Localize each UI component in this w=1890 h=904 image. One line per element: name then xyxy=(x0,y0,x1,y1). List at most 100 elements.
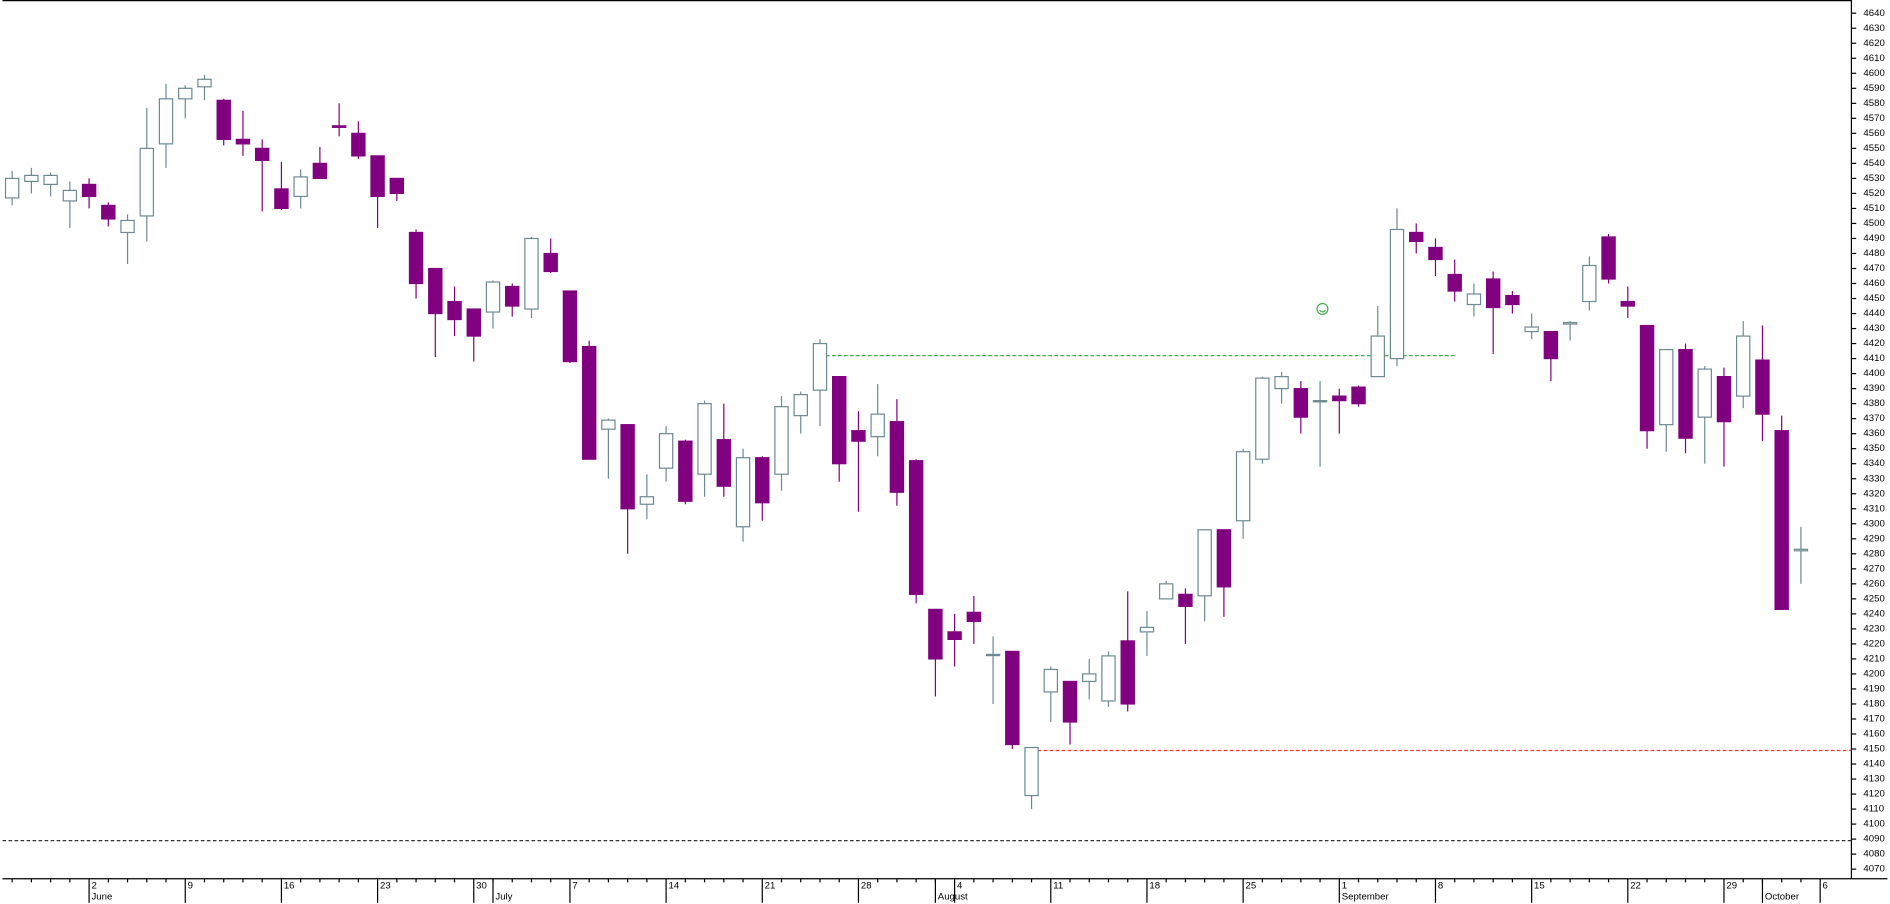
candle-body xyxy=(197,78,212,88)
candle-body xyxy=(1158,583,1174,600)
candle-body xyxy=(1716,376,1732,423)
candle-body xyxy=(1620,300,1636,307)
y-tick-label: 4570 xyxy=(1863,113,1884,124)
y-tick-label: 4450 xyxy=(1863,293,1884,304)
x-month-label: July xyxy=(495,891,512,902)
x-month-label: October xyxy=(1765,891,1800,902)
candle-body xyxy=(1197,529,1212,597)
x-month-label: June xyxy=(91,891,112,902)
y-tick-label: 4400 xyxy=(1863,368,1884,379)
candle-body xyxy=(1005,650,1020,746)
candle-body xyxy=(1793,548,1809,552)
x-tick-label: 6 xyxy=(1823,880,1828,891)
y-tick-label: 4390 xyxy=(1863,383,1884,394)
x-tick-label: 4 xyxy=(957,880,963,891)
y-tick-label: 4540 xyxy=(1863,158,1884,169)
y-tick-label: 4270 xyxy=(1863,563,1884,574)
candle-body xyxy=(1524,326,1539,333)
y-tick-label: 4160 xyxy=(1863,729,1884,740)
y-tick-label: 4220 xyxy=(1863,638,1884,649)
candle-body xyxy=(1082,673,1097,683)
y-tick-label: 4640 xyxy=(1863,8,1884,19)
candle-body xyxy=(1505,294,1520,306)
candle-body xyxy=(1312,400,1328,403)
candle-body xyxy=(1562,321,1578,325)
candle-body xyxy=(331,125,347,128)
smiley-mouth xyxy=(1319,309,1326,313)
y-tick-label: 4120 xyxy=(1863,789,1884,800)
x-tick-label: 21 xyxy=(765,880,776,891)
candle-body xyxy=(658,433,674,469)
candle-body xyxy=(408,231,424,285)
y-tick-label: 4420 xyxy=(1863,338,1884,349)
candle-body xyxy=(120,219,135,234)
x-tick-label: 16 xyxy=(284,880,295,891)
candle-body xyxy=(1543,330,1559,360)
y-tick-label: 4370 xyxy=(1863,413,1884,424)
candle-body xyxy=(1255,377,1270,460)
x-tick-label: 25 xyxy=(1246,880,1257,891)
candle-body xyxy=(755,457,770,504)
y-tick-label: 4620 xyxy=(1863,38,1884,49)
candle-body xyxy=(1409,231,1424,243)
candle-body xyxy=(1678,348,1693,439)
candle-body xyxy=(774,406,789,475)
candle-body xyxy=(1485,278,1501,309)
y-tick-label: 4150 xyxy=(1863,744,1884,755)
candle-body xyxy=(1351,386,1366,405)
smiley-face xyxy=(1316,302,1329,315)
y-tick-label: 4550 xyxy=(1863,143,1884,154)
candle-body xyxy=(697,403,712,475)
y-tick-label: 4530 xyxy=(1863,173,1884,184)
y-tick-label: 4580 xyxy=(1863,98,1884,109)
candle-body xyxy=(4,177,20,199)
candle-body xyxy=(1428,246,1443,261)
y-tick-label: 4600 xyxy=(1863,68,1884,79)
candle-body xyxy=(1235,451,1251,522)
candle-body xyxy=(389,177,405,195)
candle-body xyxy=(216,99,231,140)
candle-body xyxy=(832,376,847,465)
x-tick-label: 9 xyxy=(188,880,193,891)
candle-body xyxy=(1736,335,1751,397)
candle-body xyxy=(1120,640,1135,705)
candle-body xyxy=(793,394,808,417)
candle-body xyxy=(889,421,905,493)
x-tick-label: 11 xyxy=(1053,880,1063,891)
candle-body xyxy=(562,290,578,363)
candle-body xyxy=(1639,324,1655,432)
candle-body xyxy=(1370,335,1385,378)
candle-body xyxy=(947,631,962,640)
candle-body xyxy=(466,308,481,337)
y-tick-label: 4310 xyxy=(1863,503,1884,514)
y-tick-label: 4480 xyxy=(1863,248,1884,259)
y-tick-label: 4510 xyxy=(1863,203,1884,214)
candle-body xyxy=(43,174,58,186)
candle-body xyxy=(447,300,462,321)
y-tick-label: 4230 xyxy=(1863,623,1884,634)
x-tick-label: 15 xyxy=(1534,880,1545,891)
candle-body xyxy=(812,342,828,391)
candle-body xyxy=(1774,430,1789,610)
y-tick-label: 4300 xyxy=(1863,518,1884,529)
candle-body xyxy=(639,496,655,505)
candle-body xyxy=(1697,368,1712,418)
candle-body xyxy=(1274,376,1289,390)
candle-body xyxy=(293,176,308,198)
candle-body xyxy=(1582,264,1597,303)
candle-body xyxy=(966,611,982,622)
y-tick-label: 4250 xyxy=(1863,593,1884,604)
candle-body xyxy=(1139,626,1155,633)
candle-body xyxy=(716,439,732,487)
x-tick-label: 22 xyxy=(1630,880,1641,891)
x-tick-label: 28 xyxy=(861,880,872,891)
y-tick-label: 4520 xyxy=(1863,188,1884,199)
candle-body xyxy=(312,162,328,180)
y-tick-label: 4490 xyxy=(1863,233,1884,244)
y-tick-label: 4430 xyxy=(1863,323,1884,334)
candle-body xyxy=(24,174,39,183)
candle-body xyxy=(543,252,558,273)
candle-body xyxy=(1389,228,1405,360)
candle-body xyxy=(1601,236,1616,280)
